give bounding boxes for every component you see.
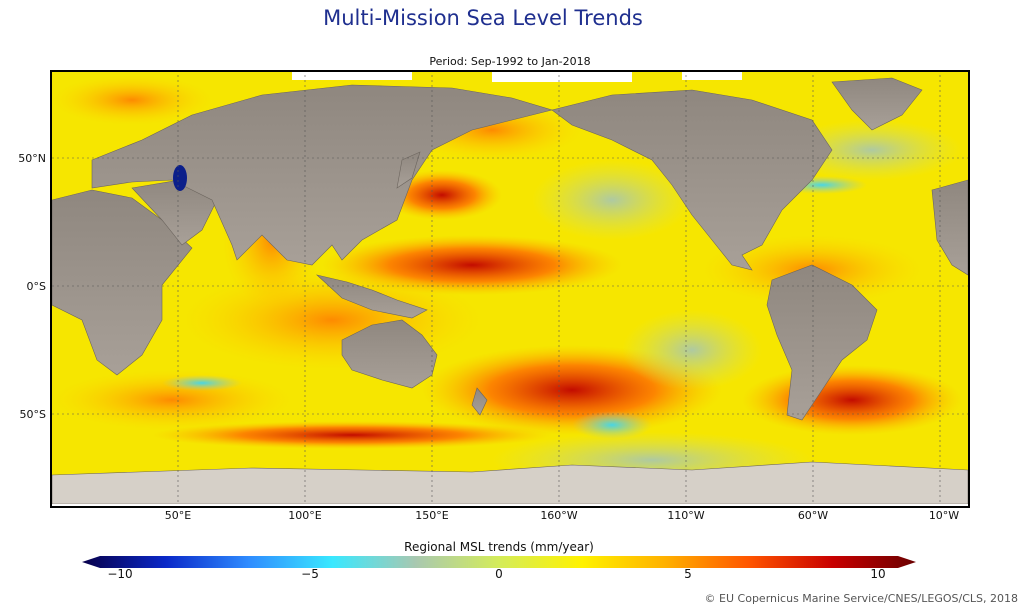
greenland-landmass <box>831 77 923 131</box>
lon-label-150e: 150°E <box>415 509 449 522</box>
japan-landmass <box>396 151 421 189</box>
colorbar-title: Regional MSL trends (mm/year) <box>404 540 594 554</box>
lon-label-50e: 50°E <box>164 509 192 522</box>
graticule <box>52 70 968 504</box>
africa-landmass <box>52 189 193 376</box>
indonesia-landmass <box>315 274 428 319</box>
lon-label-10w: 10°W <box>928 509 960 522</box>
copyright-credit: © EU Copernicus Marine Service/CNES/LEGO… <box>704 592 1018 605</box>
lon-label-160w: 160°W <box>540 509 578 522</box>
new-zealand-landmass <box>471 387 488 416</box>
colorbar-tick-0: 0 <box>495 567 503 581</box>
antarctica-landmass <box>52 461 968 504</box>
south-america-landmass <box>766 264 878 421</box>
europe-west-landmass <box>931 179 968 276</box>
lon-label-110w: 110°W <box>667 509 705 522</box>
lat-label-50s: 50°S <box>19 408 46 421</box>
colorbar-tick-5: 5 <box>684 567 692 581</box>
eurasia-landmass <box>91 84 554 266</box>
north-america-landmass <box>551 89 833 271</box>
map-subtitle: Period: Sep-1992 to Jan-2018 <box>429 55 591 68</box>
map-title: Multi-Mission Sea Level Trends <box>323 6 643 30</box>
colorbar-tick-minus5: −5 <box>301 567 319 581</box>
caspian-sea <box>173 165 187 191</box>
colorbar <box>82 556 916 568</box>
lat-label-50n: 50°N <box>18 152 46 165</box>
sea-ice <box>292 70 742 82</box>
lat-label-0: 0°S <box>26 280 46 293</box>
lon-label-100e: 100°E <box>288 509 322 522</box>
colorbar-tick-minus10: −10 <box>107 567 133 581</box>
colorbar-tick-10: 10 <box>870 567 886 581</box>
colorbar-ramp <box>82 556 916 568</box>
lon-label-60w: 60°W <box>797 509 829 522</box>
sea-level-trend-map <box>52 70 968 504</box>
land-masses <box>52 77 968 504</box>
